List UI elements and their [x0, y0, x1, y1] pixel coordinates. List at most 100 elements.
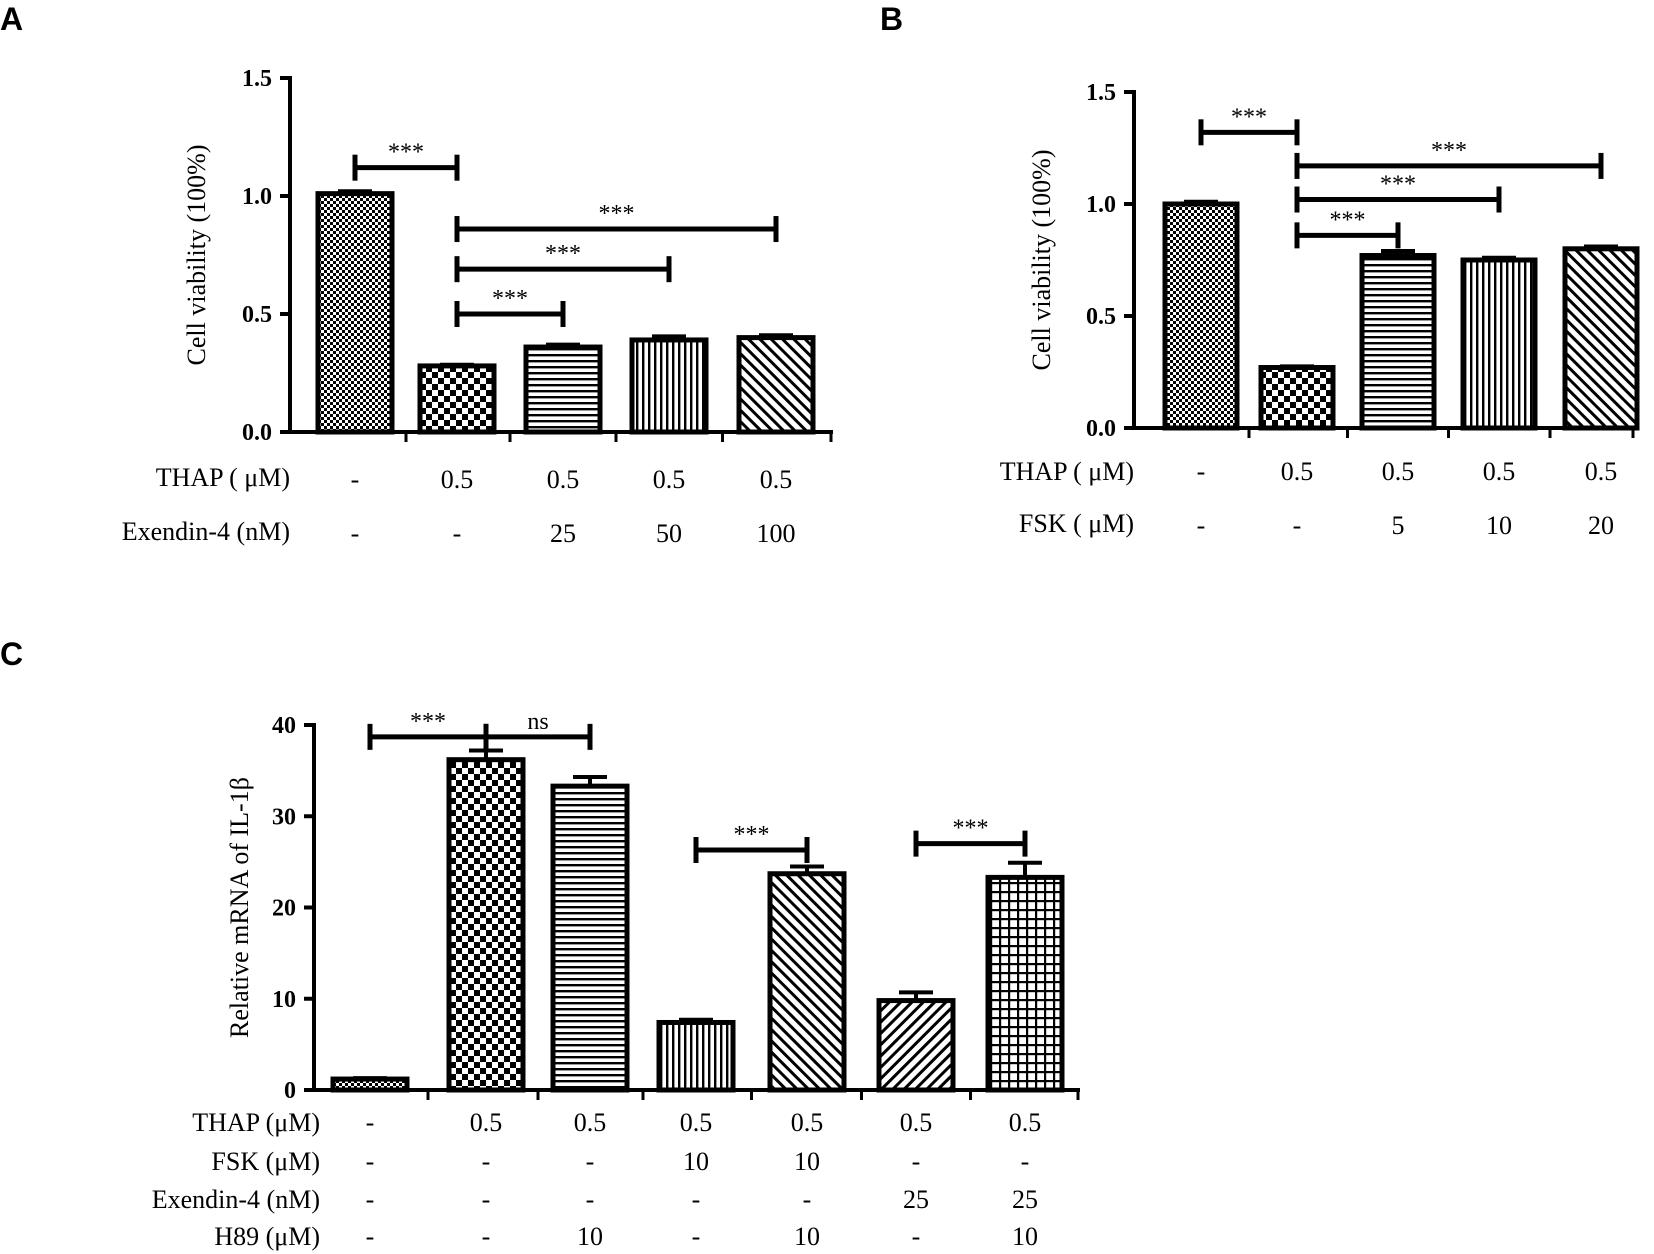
panel-b-y-tick-label: 1.0	[1086, 192, 1116, 218]
panel-b-y-tick-label: 0.5	[1086, 304, 1116, 330]
panel-b-y-tick-label: 0.0	[1086, 416, 1116, 442]
panel-b-chart: 0.0 0.5 1.0 1.5 Cell viability (100%) *** *** *…	[1000, 80, 1640, 540]
panel-b-bar	[1258, 365, 1336, 431]
panel-c-row-cell: -	[912, 1147, 921, 1176]
panel-b-sig-label: ***	[1431, 138, 1467, 164]
panel-c-row-cell: 10	[683, 1147, 709, 1176]
panel-a-row-cell: -	[351, 519, 360, 548]
panel-a-sig-label: ***	[492, 286, 528, 312]
panel-b-row-cell: 0.5	[1382, 457, 1415, 486]
panel-c-y-tick-label: 40	[272, 713, 296, 739]
panel-a-sig-label: ***	[388, 140, 424, 166]
panel-a-y-tick-label: 0.5	[242, 302, 272, 328]
panel-c-y-tick-label: 30	[272, 804, 296, 830]
panel-c-row-cell: -	[482, 1147, 491, 1176]
panel-a-row-cell: -	[453, 519, 462, 548]
panel-b-row-cell: 20	[1588, 511, 1614, 540]
panel-a-row-label: THAP ( μM)	[156, 463, 290, 492]
panel-c-row-cell: 25	[1012, 1185, 1038, 1214]
panel-b-row-cell: -	[1197, 457, 1206, 486]
panel-letter-b: B	[880, 1, 903, 37]
panel-c-row-cell: 0.5	[470, 1108, 503, 1137]
panel-c-row-cell: 25	[903, 1185, 929, 1214]
panel-c-sig-label: ***	[734, 822, 770, 848]
panel-a-bar	[315, 191, 395, 435]
panel-a-row-cell: 25	[550, 519, 576, 548]
panel-c-row-cell: -	[692, 1222, 701, 1251]
panel-c-row-label: H89 (μM)	[214, 1222, 320, 1251]
panel-c-row-cell: -	[586, 1147, 595, 1176]
panel-c-chart: 0 10 20 30 40 Relative mRNA of IL-1β *** ns *** *…	[152, 709, 1080, 1251]
panel-b-bar	[1562, 246, 1640, 431]
panel-a-bar	[417, 363, 497, 435]
panel-c-bar	[446, 757, 526, 1093]
panel-a-bar	[629, 337, 709, 435]
panel-c-row-cell: 0.5	[900, 1108, 933, 1137]
panel-c-row-cell: 0.5	[680, 1108, 713, 1137]
panel-a-y-tick-label: 0.0	[242, 420, 272, 446]
panel-letter-c: C	[0, 636, 23, 672]
panel-c-y-tick-label: 10	[272, 987, 296, 1013]
panel-c-bar	[656, 1019, 736, 1093]
panel-c-row-cell: 10	[794, 1222, 820, 1251]
panel-c-row-cell: -	[692, 1185, 701, 1214]
panel-c-row-cell: -	[366, 1108, 375, 1137]
panel-b-row-cell: 10	[1486, 511, 1512, 540]
panel-a-bar	[736, 335, 816, 435]
panel-c-row-cell: -	[586, 1185, 595, 1214]
panel-c-row-cell: -	[482, 1185, 491, 1214]
panel-a-y-tick-label: 1.0	[242, 184, 272, 210]
panel-a-chart: 0.0 0.5 1.0 1.5 Cell viability (100%) *** *** *…	[122, 66, 833, 548]
panel-c-sig-label: ns	[527, 709, 548, 735]
panel-c-row-label: FSK (μM)	[211, 1147, 320, 1176]
panel-b-bar	[1460, 257, 1538, 431]
panel-b-row-cell: 0.5	[1281, 457, 1314, 486]
panel-a-row-label: Exendin-4 (nM)	[122, 517, 290, 546]
panel-c-bar	[876, 998, 956, 1093]
panel-a-row-cell: -	[351, 465, 360, 494]
panel-c-row-cell: 10	[577, 1222, 603, 1251]
panel-c-row-cell: 10	[1012, 1222, 1038, 1251]
panel-a-sig-label: ***	[599, 201, 635, 227]
panel-c-row-cell: 0.5	[1009, 1108, 1042, 1137]
panel-b-bar	[1162, 201, 1240, 431]
panel-c-bar	[767, 871, 847, 1093]
panel-letter-a: A	[0, 1, 23, 37]
panel-c-y-tick-label: 0	[284, 1078, 296, 1104]
panel-c-sig-label: ***	[953, 816, 989, 842]
panel-b-row-cell: 0.5	[1585, 457, 1618, 486]
panel-c-bar	[985, 874, 1065, 1093]
panel-b-sig-label: ***	[1330, 207, 1366, 233]
panel-c-bar	[550, 783, 630, 1093]
panel-a-y-tick-label: 1.5	[242, 66, 272, 92]
panel-a-row-cell: 0.5	[441, 465, 474, 494]
panel-b-row-label: FSK ( μM)	[1019, 509, 1134, 538]
panel-c-row-cell: -	[1021, 1147, 1030, 1176]
panel-b-y-tick-label: 1.5	[1086, 80, 1116, 106]
panel-b-row-cell: -	[1197, 511, 1206, 540]
panel-c-bar	[330, 1076, 410, 1093]
panel-c-row-cell: -	[482, 1222, 491, 1251]
panel-b-y-axis-title: Cell viability (100%)	[1027, 150, 1056, 371]
panel-c-y-tick-label: 20	[272, 896, 296, 922]
panel-b-bar	[1359, 253, 1437, 431]
panel-c-row-cell: 0.5	[574, 1108, 607, 1137]
panel-c-y-axis-title: Relative mRNA of IL-1β	[225, 777, 254, 1038]
panel-a-row-cell: 0.5	[547, 465, 580, 494]
panel-a-row-cell: 0.5	[760, 465, 793, 494]
panel-b-sig-label: ***	[1231, 104, 1267, 130]
panel-a-row-cell: 50	[656, 519, 682, 548]
panel-b-row-cell: 5	[1392, 511, 1405, 540]
panel-b-sig-label: ***	[1380, 172, 1416, 198]
panel-c-row-cell: -	[366, 1147, 375, 1176]
panel-c-row-label: Exendin-4 (nM)	[152, 1185, 320, 1214]
panel-a-sig-label: ***	[545, 241, 581, 267]
panel-c-row-cell: 0.5	[791, 1108, 824, 1137]
panel-a-y-axis-title: Cell viability (100%)	[182, 145, 211, 366]
panel-c-row-cell: -	[366, 1185, 375, 1214]
panel-a-bar	[523, 344, 603, 435]
panel-c-row-cell: -	[366, 1222, 375, 1251]
panel-c-sig-label: ***	[410, 709, 446, 735]
panel-c-row-cell: -	[912, 1222, 921, 1251]
